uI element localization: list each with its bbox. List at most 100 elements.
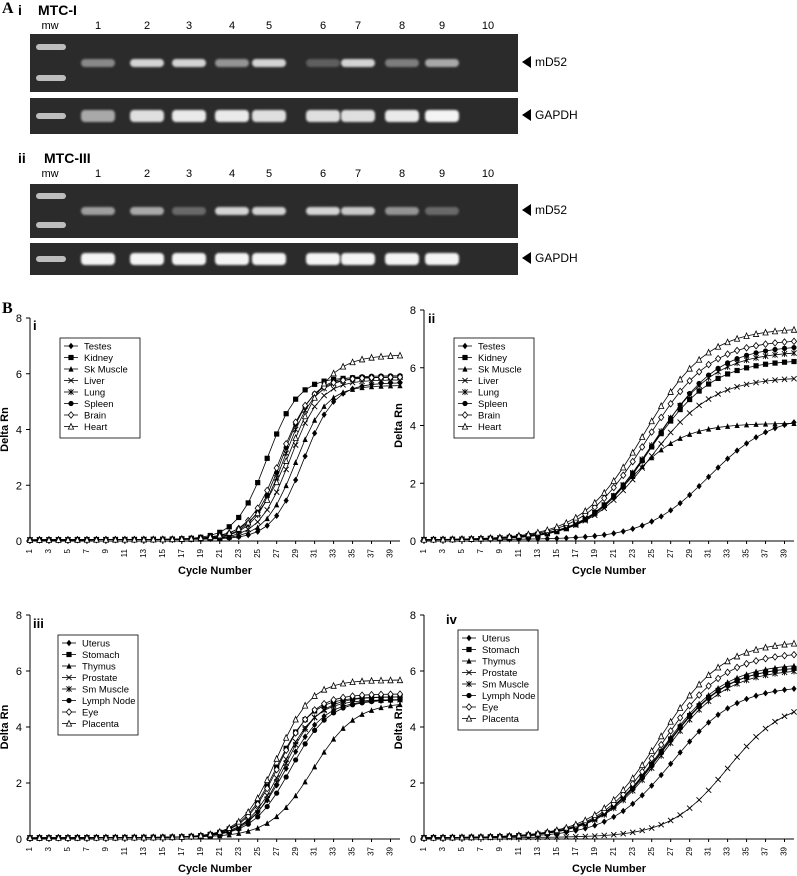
gel-band xyxy=(425,253,459,265)
point-marker xyxy=(771,339,779,347)
point-marker xyxy=(743,659,750,668)
point-marker xyxy=(468,833,475,841)
gel-band xyxy=(306,253,340,265)
point-marker xyxy=(321,717,327,723)
point-marker xyxy=(592,532,598,540)
point-marker xyxy=(55,535,62,543)
point-marker xyxy=(301,701,309,709)
point-marker xyxy=(466,669,472,676)
legend-entry: Uterus xyxy=(482,634,510,645)
gel-label-text: GAPDH xyxy=(535,251,578,265)
point-marker xyxy=(302,778,308,785)
point-marker xyxy=(487,534,494,541)
point-marker xyxy=(396,373,404,382)
point-marker xyxy=(178,534,186,542)
legend-box xyxy=(453,337,535,439)
point-marker xyxy=(724,371,731,377)
point-marker xyxy=(302,726,309,733)
point-marker xyxy=(283,482,289,489)
point-marker xyxy=(264,515,270,522)
point-marker xyxy=(368,353,375,361)
point-marker xyxy=(649,782,655,789)
point-marker xyxy=(772,688,778,695)
point-marker xyxy=(743,332,750,339)
point-marker xyxy=(734,699,740,707)
point-marker xyxy=(65,719,73,727)
point-marker xyxy=(610,483,617,492)
lane-number: 3 xyxy=(185,20,193,32)
x-tick-label: 31 xyxy=(310,548,319,557)
lane-number: 6 xyxy=(319,20,327,32)
y-tick-label: 6 xyxy=(410,363,416,375)
point-marker xyxy=(753,379,759,386)
x-tick-label: 39 xyxy=(780,548,789,557)
point-marker xyxy=(36,833,43,841)
point-marker xyxy=(302,387,308,393)
point-marker xyxy=(236,826,242,832)
point-marker xyxy=(26,833,34,841)
legend-entry: Uterus xyxy=(82,639,110,650)
point-marker xyxy=(638,761,646,769)
point-marker xyxy=(734,754,740,761)
gel-band xyxy=(81,59,115,67)
point-marker xyxy=(439,535,447,543)
point-marker xyxy=(658,771,664,779)
point-marker xyxy=(273,779,280,786)
point-marker xyxy=(263,775,271,783)
point-marker xyxy=(368,383,375,390)
x-tick-label: 27 xyxy=(666,846,675,855)
point-marker xyxy=(611,530,617,537)
point-marker xyxy=(178,832,186,840)
point-marker xyxy=(462,354,468,361)
gel-band xyxy=(385,253,419,265)
x-tick-label: 9 xyxy=(495,548,504,553)
point-marker xyxy=(676,375,684,383)
point-marker xyxy=(140,535,148,543)
point-marker xyxy=(706,372,712,378)
point-marker xyxy=(563,834,570,840)
point-marker xyxy=(791,420,797,427)
point-marker xyxy=(715,776,722,783)
point-marker xyxy=(790,325,797,333)
point-marker xyxy=(620,790,627,799)
point-marker xyxy=(358,677,366,685)
point-marker xyxy=(687,491,693,499)
x-tick-label: 23 xyxy=(628,846,637,855)
point-marker xyxy=(715,688,721,694)
point-marker xyxy=(630,525,636,533)
legend-entry: Lymph Node xyxy=(82,696,136,707)
point-marker xyxy=(121,535,129,543)
point-marker xyxy=(226,524,232,530)
point-marker xyxy=(601,494,608,503)
x-tick-label: 3 xyxy=(44,846,53,851)
point-marker xyxy=(695,680,703,688)
point-marker xyxy=(420,833,428,841)
point-marker xyxy=(658,413,665,422)
point-marker xyxy=(601,832,608,839)
x-tick-label: 7 xyxy=(82,548,91,553)
point-marker xyxy=(292,442,299,448)
panel-a-letter: A xyxy=(2,0,14,17)
point-marker xyxy=(274,813,280,820)
gel-band xyxy=(341,59,375,67)
point-marker xyxy=(638,432,646,440)
y-tick-label: 8 xyxy=(410,305,416,317)
lane-number: 7 xyxy=(354,168,362,180)
point-marker xyxy=(639,827,646,834)
point-marker xyxy=(150,535,157,543)
point-marker xyxy=(236,532,242,539)
point-marker xyxy=(254,794,261,802)
point-marker xyxy=(715,711,721,718)
point-marker xyxy=(515,831,523,839)
point-marker xyxy=(45,535,53,543)
series-sk-muscle xyxy=(421,420,797,543)
x-tick-label: 27 xyxy=(272,846,281,855)
x-tick-label: 3 xyxy=(44,548,53,553)
gel-band xyxy=(385,207,419,215)
point-marker xyxy=(762,690,769,697)
gel-band xyxy=(252,59,286,67)
point-marker xyxy=(629,476,636,483)
point-marker xyxy=(724,765,731,772)
